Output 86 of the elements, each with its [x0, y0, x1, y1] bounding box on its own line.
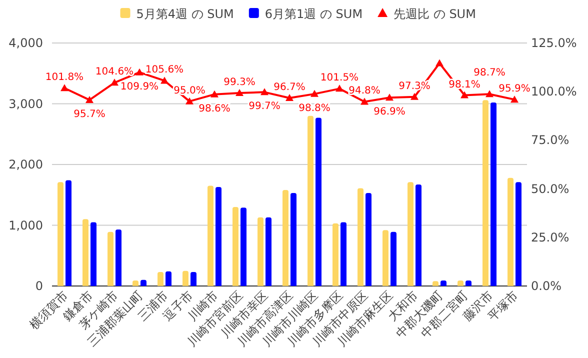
data-label: 98.6%: [198, 103, 230, 114]
bar: [508, 178, 514, 286]
data-label: 95.9%: [498, 84, 530, 95]
point: [386, 94, 394, 101]
bar: [408, 182, 414, 286]
y2-tick-label: 125.0%: [531, 36, 577, 50]
point: [86, 96, 94, 103]
bar: [132, 280, 138, 286]
bar: [90, 222, 96, 286]
bar: [258, 217, 264, 286]
bar: [466, 280, 472, 286]
y2-tick-label: 25.0%: [531, 230, 570, 244]
data-label: 94.8%: [348, 86, 380, 97]
y-tick-label: 2,000: [8, 158, 43, 172]
bar: [332, 223, 338, 286]
point: [310, 90, 318, 97]
point: [486, 90, 494, 98]
legend-label: 先週比 の SUM: [394, 7, 476, 21]
data-label: 95.7%: [74, 108, 106, 120]
bar: [240, 208, 246, 286]
bar: [166, 271, 172, 286]
data-label: 99.3%: [224, 76, 256, 88]
bar: [340, 222, 346, 286]
data-label: 105.6%: [145, 64, 184, 76]
bar: [432, 281, 438, 286]
y2-tick-label: 0.0%: [531, 279, 562, 293]
bar: [82, 219, 88, 286]
bar: [390, 232, 396, 286]
point: [360, 98, 368, 105]
bar: [316, 118, 322, 286]
bar: [66, 180, 72, 286]
y2-tick-label: 50.0%: [531, 182, 570, 196]
bar: [458, 280, 464, 286]
bar: [358, 188, 364, 286]
bar: [290, 193, 296, 286]
bar: [58, 182, 64, 286]
bar: [116, 230, 122, 286]
point: [236, 88, 244, 96]
bar: [282, 190, 288, 286]
bar: [232, 207, 238, 286]
bar: [440, 280, 446, 286]
y-tick-label: 1,000: [8, 218, 43, 232]
y-tick-label: 4,000: [8, 36, 43, 50]
bar: [516, 182, 522, 286]
data-label: 101.5%: [320, 72, 359, 84]
point: [210, 90, 218, 98]
bar: [416, 184, 422, 286]
y-tick-label: 3,000: [8, 96, 43, 111]
bar: [140, 280, 146, 286]
bar: [366, 193, 372, 286]
bar: [158, 272, 164, 286]
bar: [216, 186, 222, 286]
bar: [490, 102, 496, 286]
point: [410, 92, 418, 100]
y2-tick-label: 75.0%: [531, 133, 570, 148]
data-label: 99.7%: [248, 101, 280, 112]
point: [260, 88, 268, 96]
bar: [482, 100, 488, 286]
y2-tick-label: 100.0%: [531, 84, 577, 99]
point: [186, 97, 194, 104]
data-label: 101.8%: [45, 72, 84, 84]
data-label: 98.7%: [474, 67, 506, 78]
data-label: 98.8%: [298, 102, 330, 114]
data-label: 96.7%: [274, 82, 306, 94]
point: [160, 76, 168, 84]
bar: [108, 232, 114, 286]
point: [336, 84, 344, 92]
bar: [208, 186, 214, 286]
y-tick-label: 0: [35, 279, 43, 293]
legend-label: 6月第1週 の SUM: [264, 7, 363, 21]
legend-label: 5月第4週 の SUM: [136, 7, 234, 21]
point: [510, 96, 518, 103]
point: [286, 94, 294, 102]
point: [436, 59, 444, 66]
bar: [190, 272, 196, 286]
point: [60, 84, 68, 92]
data-label: 96.9%: [374, 106, 406, 118]
point: [136, 68, 144, 76]
bar: [382, 230, 388, 286]
data-label: 104.6%: [95, 66, 134, 78]
data-label: 109.9%: [120, 81, 159, 92]
bar: [182, 270, 188, 286]
point: [460, 91, 468, 98]
bar: [266, 217, 272, 286]
point: [110, 78, 118, 86]
bar: [308, 116, 314, 286]
